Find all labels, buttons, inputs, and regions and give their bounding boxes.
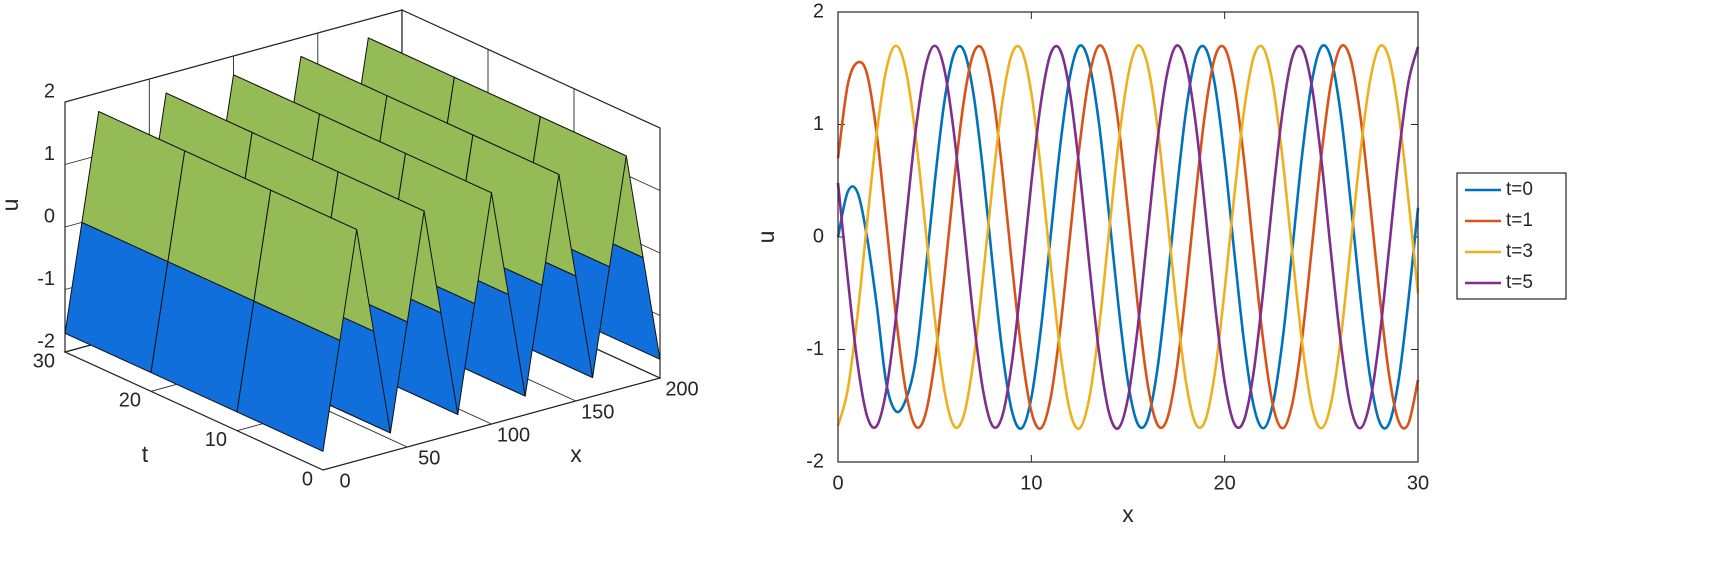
x-tick-label: 0: [832, 472, 843, 494]
x-tick-label: 30: [1407, 472, 1429, 494]
y-tick-label: 30: [33, 350, 55, 372]
z-tick-label: 1: [44, 143, 55, 165]
t-axis-label: t: [142, 441, 149, 467]
x-tick-label: 200: [665, 378, 698, 400]
z-tick-label: -2: [37, 330, 55, 352]
series-line: [836, 44, 1420, 430]
x-axis-label: x: [570, 441, 582, 467]
legend-label: t=5: [1506, 272, 1533, 293]
y-tick-label: 0: [302, 468, 313, 490]
z-tick-label: 0: [44, 205, 55, 227]
z-tick-label: 2: [44, 80, 55, 102]
x-tick-label: 50: [418, 447, 440, 469]
x-tick-label: 0: [339, 470, 350, 492]
surface-face: [236, 300, 341, 452]
z-axis-label: u: [0, 199, 23, 212]
x-tick-label: 10: [1020, 472, 1042, 494]
y-tick-label: -1: [806, 338, 824, 360]
y-tick-label: 0: [813, 225, 824, 247]
x-axis-label: x: [1122, 501, 1134, 527]
x-tick-label: 150: [581, 401, 614, 423]
plot-frame: [837, 11, 1419, 463]
y-tick-label: 10: [205, 429, 227, 451]
y-tick-label: -2: [806, 450, 824, 472]
legend-box: [1456, 172, 1567, 300]
y-tick-label: 20: [119, 390, 141, 412]
legend-label: t=3: [1506, 241, 1533, 262]
x-tick-label: 20: [1214, 472, 1236, 494]
grid-line: [64, 9, 661, 129]
z-tick-label: -1: [37, 268, 55, 290]
y-tick-label: 2: [813, 0, 824, 22]
series-line: [836, 44, 1420, 430]
y-axis-label: u: [753, 231, 779, 244]
x-tick-label: 100: [497, 424, 530, 446]
legend-label: t=0: [1506, 179, 1533, 200]
series-line: [836, 44, 1420, 430]
y-tick-label: 1: [813, 113, 824, 135]
legend-label: t=1: [1506, 210, 1533, 231]
